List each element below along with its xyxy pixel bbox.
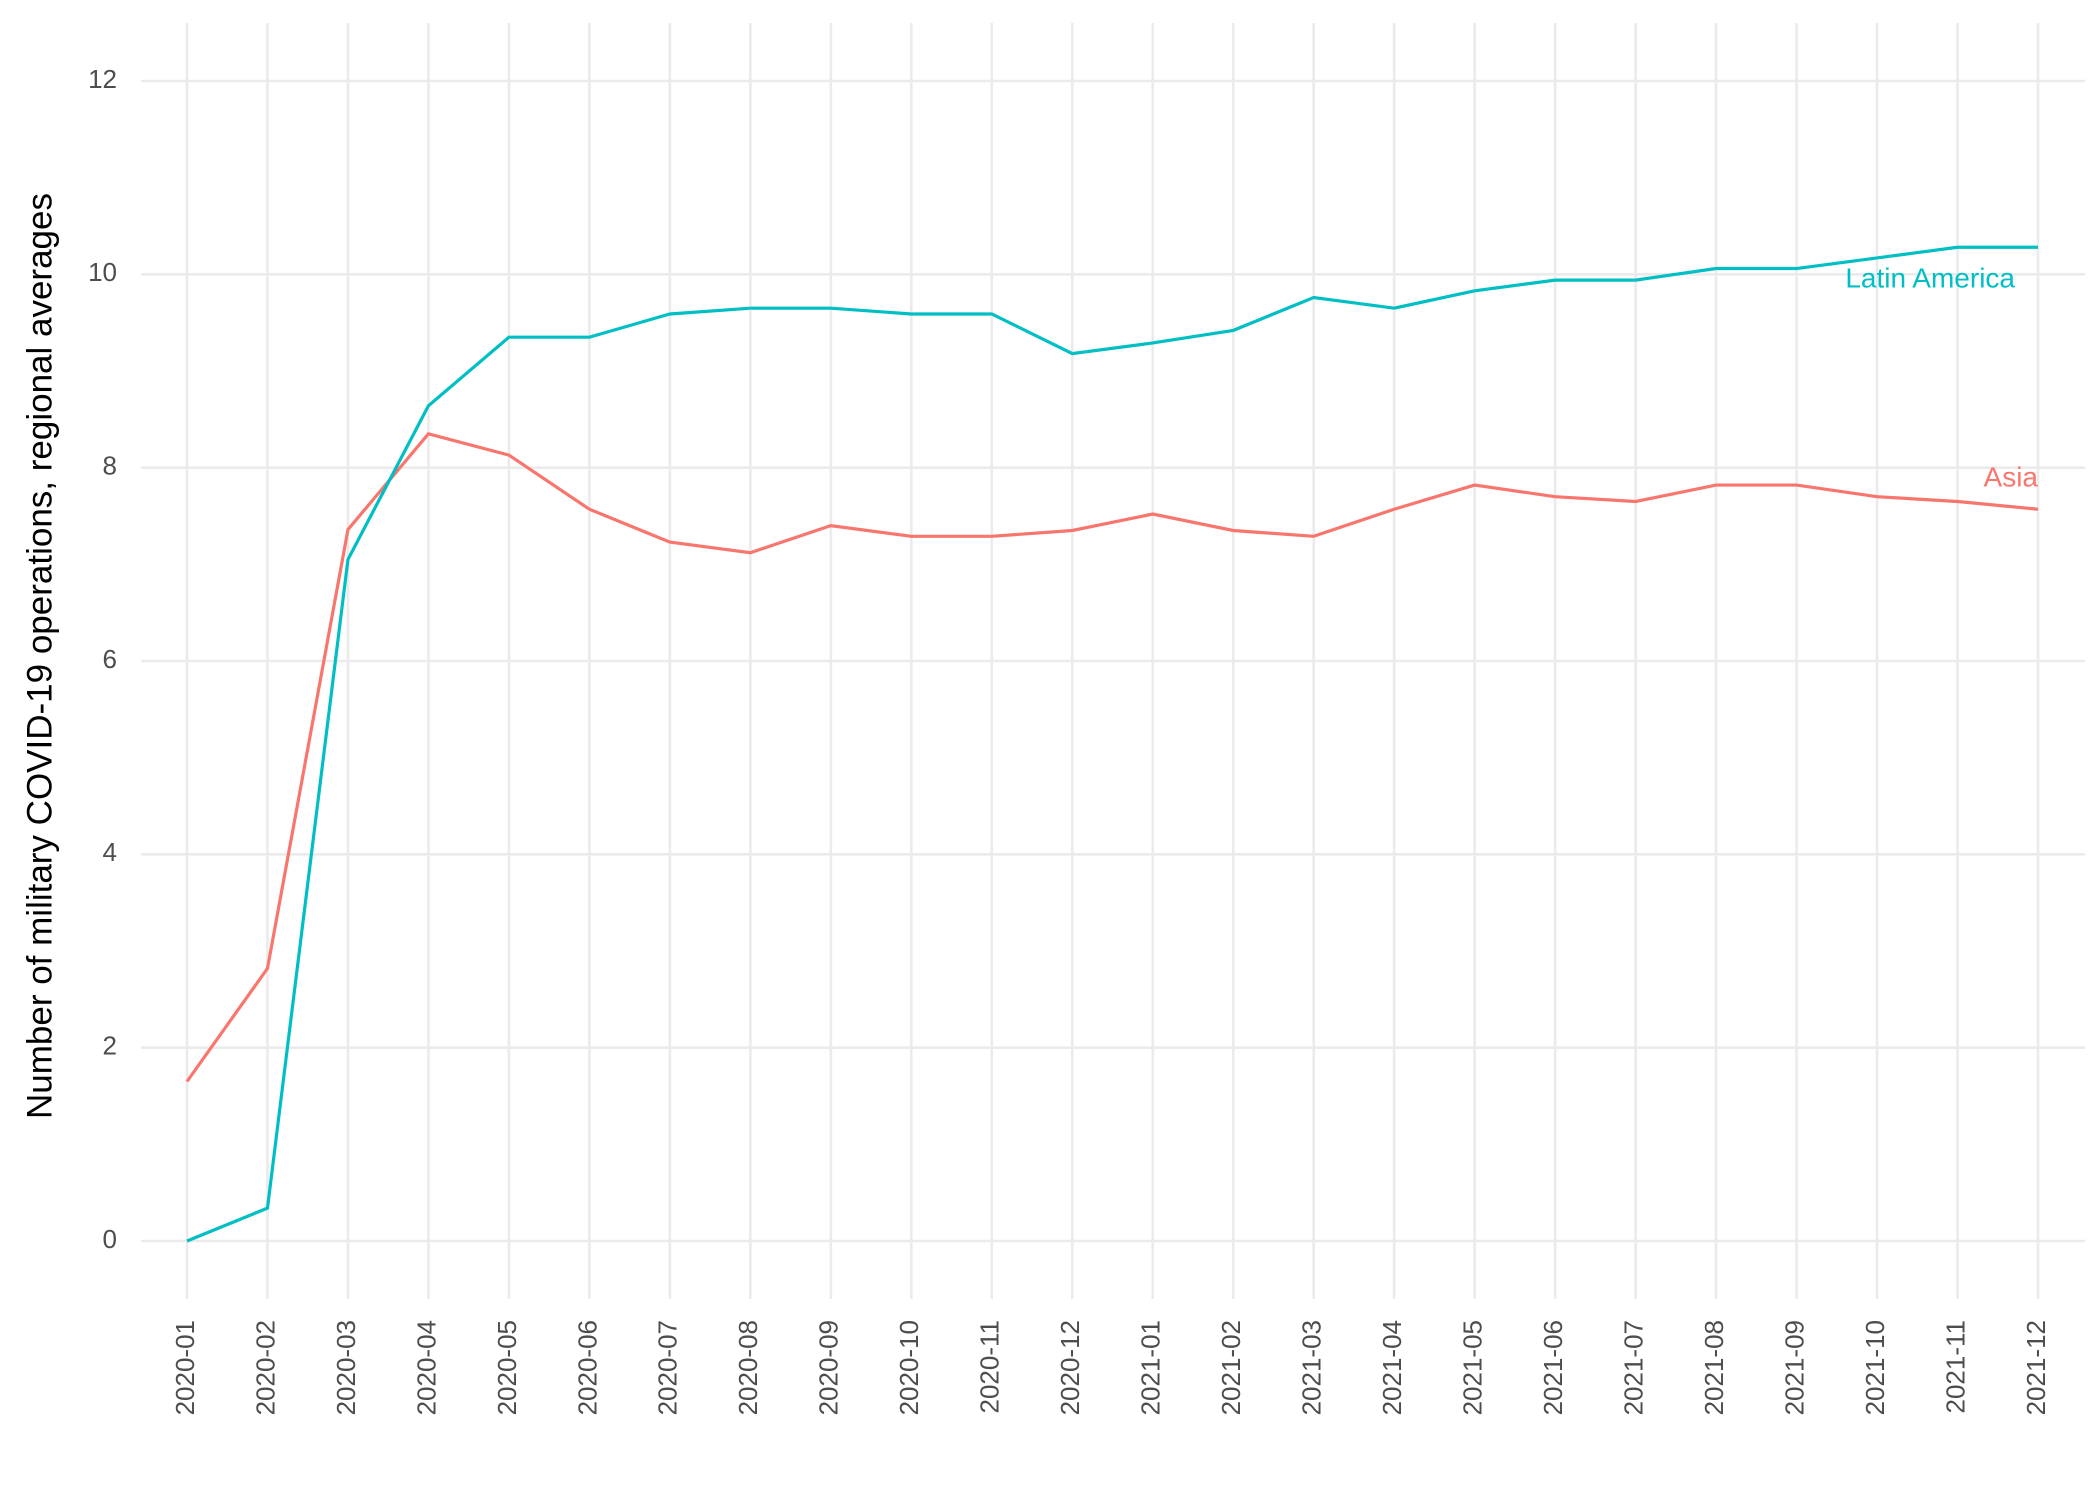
- y-tick-label: 12: [88, 64, 117, 94]
- x-tick-label: 2020-01: [170, 1320, 200, 1415]
- y-tick-label: 2: [103, 1031, 117, 1061]
- y-tick-label: 6: [103, 644, 117, 674]
- x-tick-label: 2020-08: [733, 1320, 763, 1415]
- x-tick-label: 2021-01: [1136, 1320, 1166, 1415]
- x-tick-label: 2021-02: [1216, 1320, 1246, 1415]
- x-tick-label: 2021-10: [1860, 1320, 1890, 1415]
- x-tick-label: 2020-12: [1055, 1320, 1085, 1415]
- x-tick-label: 2021-09: [1779, 1320, 1809, 1415]
- y-tick-label: 8: [103, 451, 117, 481]
- series-label: Asia: [1984, 462, 2039, 493]
- x-tick-label: 2020-06: [572, 1320, 602, 1415]
- x-tick-label: 2021-12: [2021, 1320, 2051, 1415]
- x-tick-label: 2020-11: [975, 1320, 1005, 1414]
- x-tick-label: 2020-05: [492, 1320, 522, 1415]
- x-tick-label: 2020-04: [411, 1320, 441, 1415]
- series-line: [186, 245, 2038, 1243]
- y-tick-label: 4: [103, 837, 117, 867]
- x-tick-label: 2021-06: [1538, 1320, 1568, 1415]
- y-tick-label: 10: [88, 257, 117, 287]
- x-tick-label: 2020-09: [814, 1320, 844, 1415]
- series-line: [185, 432, 2039, 1083]
- x-tick-label: 2021-11: [1940, 1320, 1970, 1414]
- series-label: Latin America: [1845, 263, 2015, 294]
- x-tick-label: 2020-03: [331, 1320, 361, 1415]
- x-tick-label: 2021-03: [1297, 1320, 1327, 1415]
- x-tick-label: 2021-04: [1377, 1320, 1407, 1415]
- x-tick-label: 2021-07: [1618, 1320, 1648, 1415]
- y-tick-label: 0: [103, 1224, 117, 1254]
- y-axis-title: Number of military COVID-19 operations, …: [20, 193, 59, 1119]
- x-tick-label: 2020-10: [894, 1320, 924, 1415]
- x-tick-label: 2020-02: [250, 1320, 280, 1415]
- x-tick-label: 2020-07: [653, 1320, 683, 1415]
- x-tick-label: 2021-08: [1699, 1320, 1729, 1415]
- x-tick-label: 2021-05: [1458, 1320, 1488, 1415]
